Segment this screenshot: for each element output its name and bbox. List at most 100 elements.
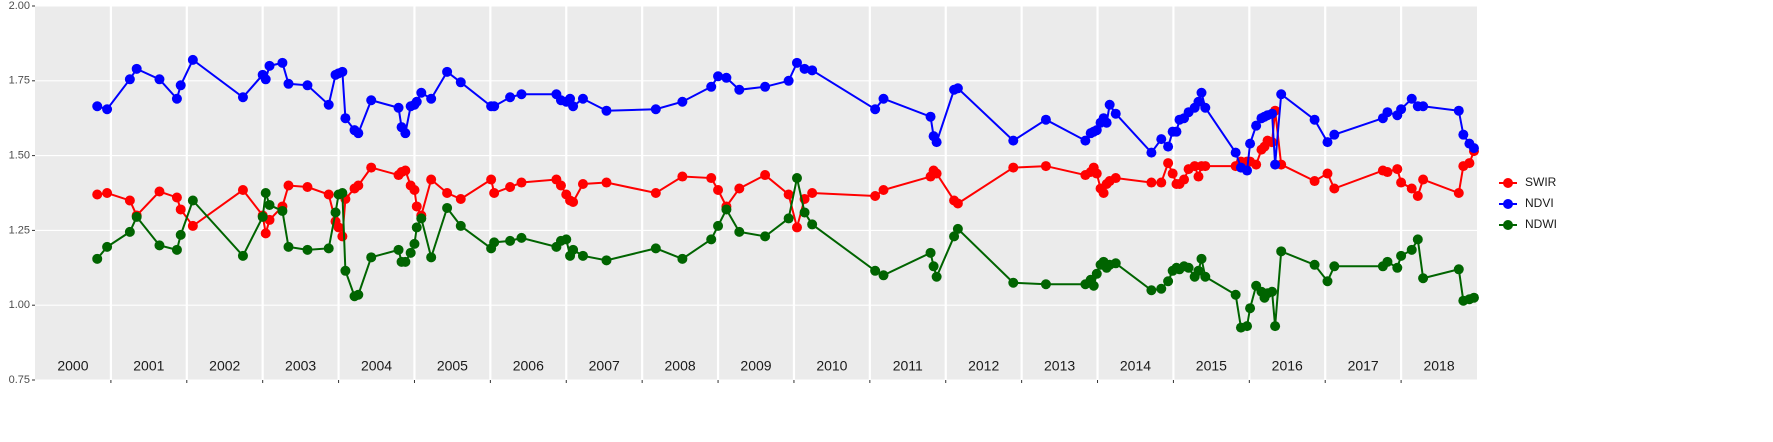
point [1322,137,1333,148]
point [1167,168,1178,179]
point [1392,262,1403,273]
point [734,84,745,95]
legend-label: NDWI [1525,217,1557,231]
point [561,234,572,245]
year-label: 2002 [209,358,240,374]
point [337,66,348,77]
point [1251,120,1262,131]
point [237,250,248,261]
point [1193,265,1204,276]
point [333,222,344,233]
point [455,193,466,204]
point [1453,264,1464,275]
point [760,170,771,181]
point [807,188,818,198]
point [721,72,732,83]
legend-label: SWIR [1525,175,1557,189]
point [175,204,186,215]
point [1163,158,1174,169]
point [577,250,588,261]
point [799,63,810,74]
point [952,198,963,209]
point [416,87,427,98]
point [1189,161,1200,172]
point [124,74,135,85]
point [400,128,411,139]
point [568,244,579,255]
point [1418,174,1429,185]
point [650,188,661,198]
point [783,189,794,200]
point [1270,159,1281,170]
point [1418,101,1429,112]
year-label: 2013 [1044,358,1075,374]
point [400,256,411,267]
point [264,60,275,71]
point [92,189,103,200]
point [1171,126,1182,137]
point [706,234,717,245]
point [1267,108,1278,119]
point [409,238,420,249]
point [187,220,198,231]
year-label: 2008 [665,358,696,374]
point [353,180,364,191]
point [1200,161,1211,172]
point [1230,289,1241,300]
point [411,96,422,107]
point [799,207,810,218]
point [1242,165,1253,176]
point [1110,173,1121,184]
point [337,231,348,242]
point [489,101,500,112]
point [1080,135,1091,146]
point [760,231,771,242]
point [353,128,364,139]
point [260,74,271,85]
point [102,241,113,252]
point [1309,114,1320,125]
point [952,83,963,94]
point [721,204,732,215]
point [455,220,466,231]
year-label: 2017 [1348,358,1379,374]
point [878,185,889,196]
point [1412,190,1423,201]
point [1156,283,1167,294]
year-label: 2015 [1196,358,1227,374]
year-label: 2004 [361,358,392,374]
point [337,188,348,198]
point [1040,279,1051,290]
point [1091,125,1102,136]
point [783,75,794,86]
point [760,81,771,92]
point [131,63,142,74]
point [734,183,745,194]
year-label: 2016 [1272,358,1303,374]
point [1193,96,1204,107]
point [677,171,688,182]
point [366,252,377,263]
point [1322,276,1333,287]
point [1412,234,1423,245]
point [1242,321,1253,332]
point [411,222,422,233]
point [505,235,516,246]
point [323,99,334,110]
point [486,174,497,185]
point [1396,104,1407,115]
point [102,188,113,198]
point [124,195,135,206]
point [1267,137,1278,148]
point [1091,168,1102,179]
point [870,190,881,201]
point [1040,161,1051,172]
point [505,92,516,103]
y-tick-label: 2.00 [9,0,30,12]
point [1008,135,1019,146]
point [952,223,963,234]
point [411,201,422,212]
point [393,102,404,113]
point [283,78,294,89]
point [323,243,334,254]
